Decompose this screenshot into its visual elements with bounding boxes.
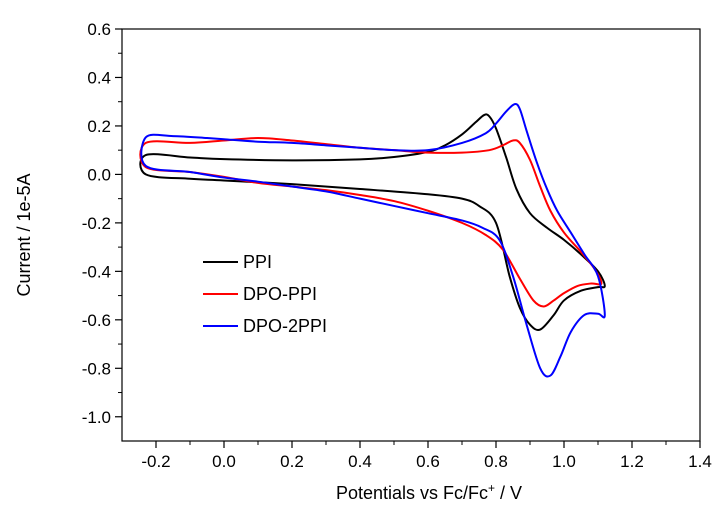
series-line-ppi: [139, 113, 606, 331]
x-tick-label: 0.0: [212, 452, 236, 471]
legend-label-dpo-2ppi: DPO-2PPI: [243, 316, 327, 336]
y-axis-title: Current / 1e-5A: [14, 173, 34, 296]
x-tick-label: 0.8: [484, 452, 508, 471]
plot-frame: [121, 28, 701, 442]
legend: PPI DPO-PPI DPO-2PPI: [203, 252, 327, 336]
y-tick-label: -1.0: [82, 408, 111, 427]
y-tick-label: 0.4: [87, 68, 111, 87]
legend-label-ppi: PPI: [243, 252, 272, 272]
x-axis-title-main: Potentials vs Fc/Fc: [336, 483, 488, 503]
x-tick-label: 1.0: [552, 452, 576, 471]
y-tick-label: -0.2: [82, 214, 111, 233]
series-line-dpo-ppi: [139, 137, 603, 308]
legend-label-dpo-ppi: DPO-PPI: [243, 284, 317, 304]
x-tick-label: -0.2: [141, 452, 170, 471]
series-line-dpo-2ppi: [140, 103, 606, 378]
x-axis: -0.2 0.0 0.2 0.4 0.6 0.8 1.0 1.2 1.4: [141, 441, 712, 471]
x-tick-label: 0.2: [280, 452, 304, 471]
x-tick-label: 1.4: [688, 452, 712, 471]
x-tick-label: 0.6: [416, 452, 440, 471]
x-axis-title: Potentials vs Fc/Fc+ / V: [336, 481, 522, 503]
y-tick-label: -0.8: [82, 359, 111, 378]
x-axis-title-unit: / V: [495, 483, 522, 503]
y-tick-label: 0.0: [87, 165, 111, 184]
series-lines: [139, 103, 606, 378]
y-tick-label: 0.2: [87, 117, 111, 136]
y-axis: -1.0 -0.8 -0.6 -0.4 -0.2 0.0 0.2 0.4 0.6: [82, 20, 122, 427]
y-tick-label: 0.6: [87, 20, 111, 39]
x-axis-title-superscript: +: [488, 481, 495, 495]
x-tick-label: 1.2: [620, 452, 644, 471]
y-tick-label: -0.4: [82, 262, 111, 281]
x-tick-label: 0.4: [348, 452, 372, 471]
y-tick-label: -0.6: [82, 311, 111, 330]
